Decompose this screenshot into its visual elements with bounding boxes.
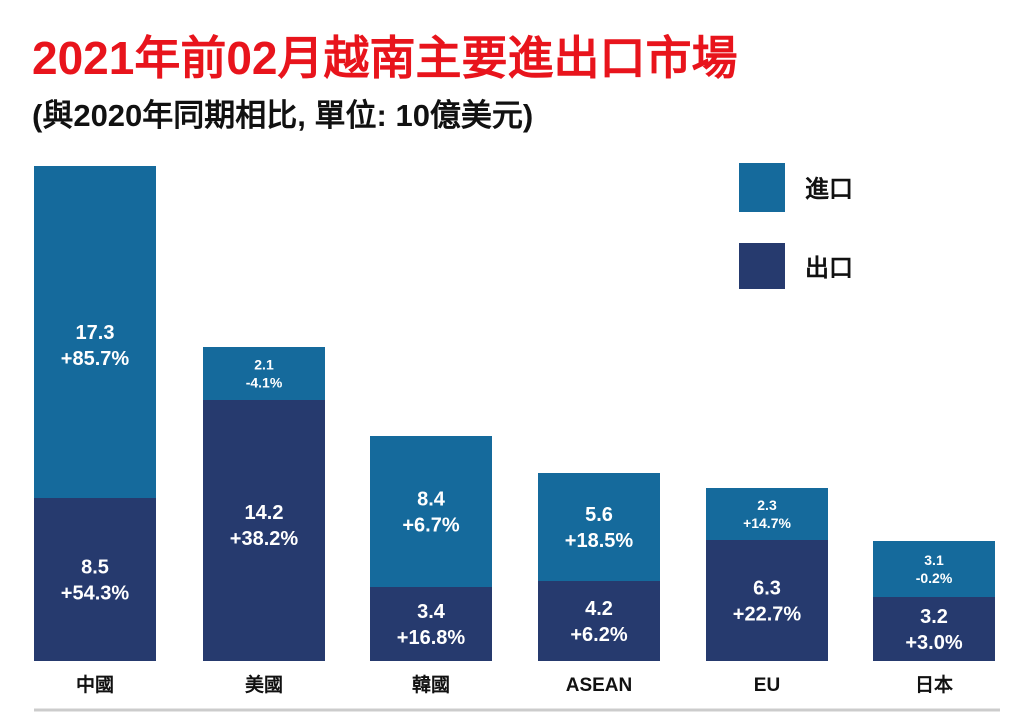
export-value-label: 4.2 [585, 598, 613, 620]
import-growth-label: +18.5% [565, 530, 634, 552]
export-growth-label: +22.7% [733, 604, 802, 626]
import-value-label: 2.1 [254, 356, 274, 372]
export-value-label: 8.5 [81, 557, 109, 579]
export-value-label: 3.4 [417, 601, 446, 623]
export-bar [370, 587, 492, 661]
category-label: 中國 [76, 673, 114, 696]
chart-subtitle: (與2020年同期相比, 單位: 10億美元) [32, 98, 534, 133]
export-bar [538, 581, 660, 661]
category-label: ASEAN [566, 675, 633, 696]
export-value-label: 6.3 [753, 578, 781, 600]
category-label: 美國 [245, 673, 283, 696]
export-growth-label: +54.3% [61, 583, 130, 605]
import-value-label: 2.3 [757, 497, 777, 513]
legend-label-export: 出口 [805, 255, 853, 282]
legend-swatch-export [739, 243, 785, 289]
export-growth-label: +38.2% [230, 528, 299, 550]
import-value-label: 17.3 [76, 322, 115, 344]
export-growth-label: +6.2% [570, 624, 627, 646]
legend-swatch-import [739, 163, 785, 212]
category-label: EU [754, 675, 780, 696]
import-growth-label: +6.7% [402, 515, 459, 537]
import-growth-label: -4.1% [246, 374, 283, 390]
import-growth-label: -0.2% [916, 570, 953, 586]
import-bar [873, 541, 995, 597]
import-bar [203, 347, 325, 400]
category-label: 日本 [915, 673, 953, 696]
export-bar [706, 540, 828, 661]
export-bar [34, 498, 156, 661]
export-value-label: 3.2 [920, 606, 948, 628]
category-label: 韓國 [412, 673, 450, 696]
chart-title: 2021年前02月越南主要進出口市場 [32, 32, 738, 84]
import-value-label: 8.4 [417, 489, 446, 511]
export-bar [203, 400, 325, 661]
export-value-label: 14.2 [245, 502, 284, 524]
import-bar [706, 488, 828, 540]
import-bar [370, 436, 492, 587]
import-bar [34, 166, 156, 498]
import-value-label: 3.1 [924, 552, 944, 568]
import-growth-label: +14.7% [743, 515, 791, 531]
export-growth-label: +3.0% [905, 632, 962, 654]
import-growth-label: +85.7% [61, 348, 130, 370]
import-value-label: 5.6 [585, 504, 613, 526]
legend-label-import: 進口 [805, 176, 853, 203]
export-bar [873, 597, 995, 661]
import-bar [538, 473, 660, 581]
export-growth-label: +16.8% [397, 627, 466, 649]
